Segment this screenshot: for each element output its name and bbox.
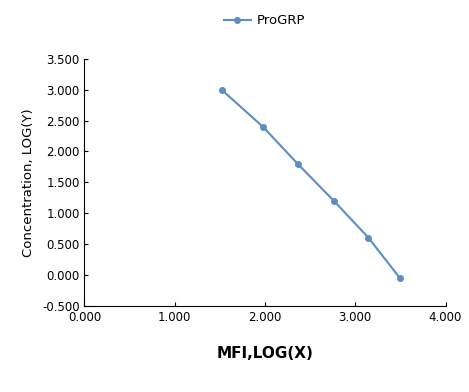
ProGRP (331, 198, 337, 203)
Y-axis label: Concentration, LOG(Y): Concentration, LOG(Y) (22, 108, 35, 257)
Legend: ProGRP: ProGRP (219, 9, 311, 33)
Line: ProGRP: ProGRP (219, 87, 402, 281)
ProGRP (366, 235, 371, 240)
ProGRP (295, 162, 301, 166)
X-axis label: MFI,LOG(X): MFI,LOG(X) (217, 346, 313, 361)
ProGRP (397, 275, 402, 280)
ProGRP (219, 87, 224, 92)
ProGRP (260, 125, 266, 129)
